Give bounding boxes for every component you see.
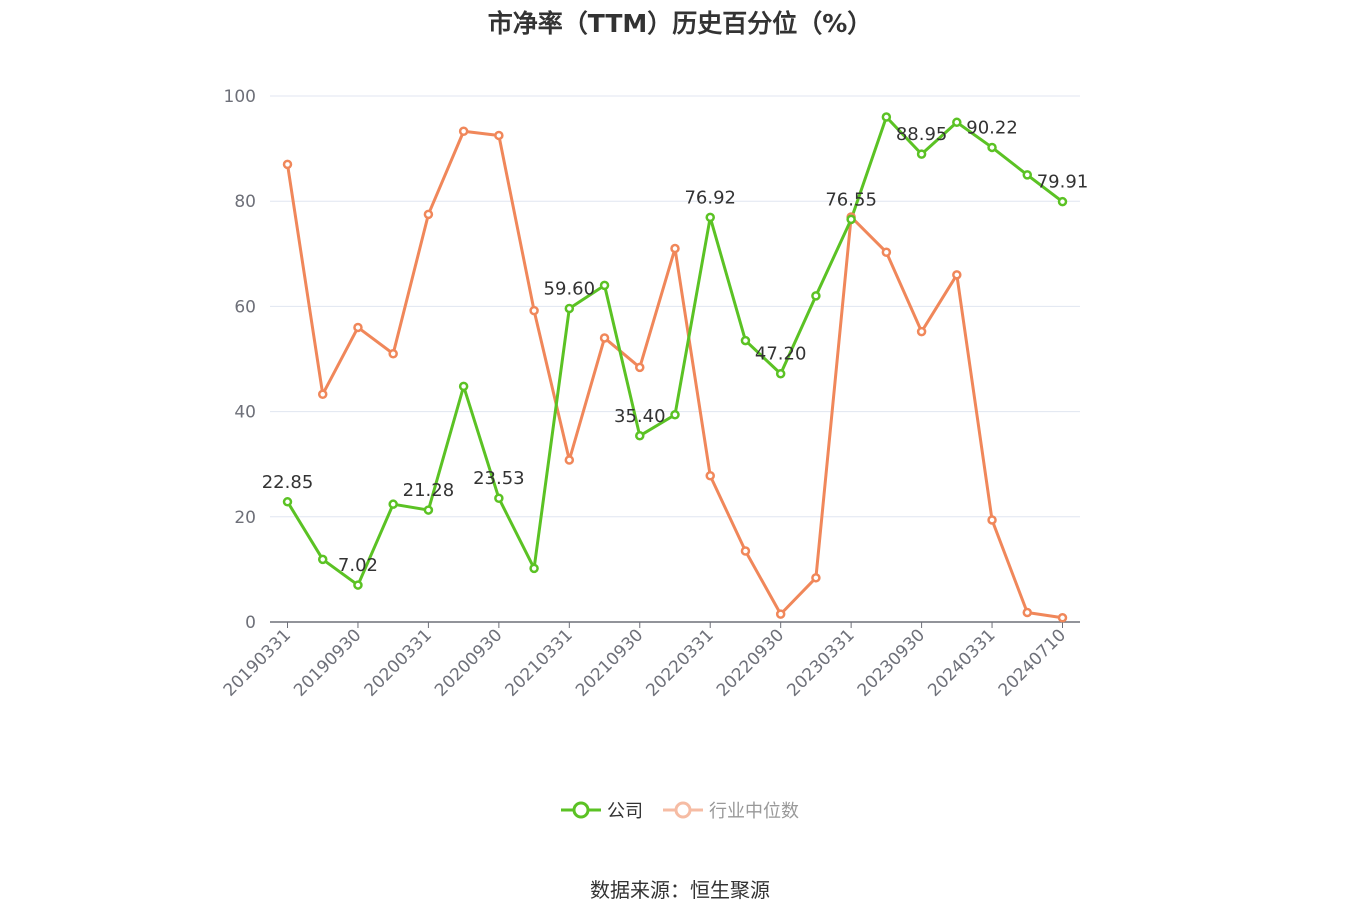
legend-industry-label: 行业中位数 <box>709 801 799 822</box>
data-point-0-13 <box>740 335 751 346</box>
series-line-1 <box>286 129 1063 620</box>
data-point-0-16 <box>846 214 856 225</box>
data-point-1-18 <box>916 326 927 337</box>
data-point-1-21 <box>1022 607 1033 618</box>
data-label-22: 79.91 <box>1037 172 1089 193</box>
data-point-1-2 <box>353 322 363 333</box>
x-tick-label-20240710: 20240710 <box>995 625 1070 700</box>
legend-company-circle <box>572 801 590 819</box>
data-point-0-1 <box>317 554 328 565</box>
data-point-1-13 <box>740 546 751 556</box>
data-label-12: 76.92 <box>684 187 736 208</box>
legend-item-industry-median[interactable]: 行业中位数 <box>663 797 799 823</box>
y-tick-label-100: 100 <box>224 87 256 107</box>
data-point-1-12 <box>705 471 715 481</box>
data-point-0-9 <box>599 280 610 291</box>
data-point-0-12 <box>705 212 715 223</box>
data-label-18: 88.95 <box>896 124 948 145</box>
y-tick-label-20: 20 <box>234 508 256 528</box>
x-tick-label-20220930: 20220930 <box>713 625 788 700</box>
data-point-1-17 <box>881 247 892 257</box>
data-point-0-5 <box>458 381 469 392</box>
data-label-10: 35.40 <box>614 406 666 427</box>
data-point-1-9 <box>599 333 610 343</box>
data-point-1-20 <box>987 515 997 525</box>
x-tick-label-20200930: 20200930 <box>431 625 506 700</box>
data-point-0-14 <box>775 368 786 379</box>
legend-item-company[interactable]: 公司 <box>561 797 643 823</box>
data-point-0-18 <box>916 149 927 159</box>
data-point-1-1 <box>317 389 328 399</box>
data-point-0-22 <box>1057 196 1068 207</box>
x-tick-label-20230930: 20230930 <box>854 625 929 700</box>
data-point-0-11 <box>670 410 680 420</box>
line-chart: 0 20 40 60 80 100 2019033120190930202003312020… <box>220 87 1089 701</box>
x-tick-label-20190930: 20190930 <box>290 625 365 700</box>
y-tick-label-0: 0 <box>245 613 256 633</box>
data-point-0-20 <box>987 142 997 153</box>
data-label-8: 59.60 <box>544 279 596 300</box>
data-label-16: 76.55 <box>825 189 877 210</box>
data-point-0-2 <box>353 580 363 590</box>
data-label-2: 7.02 <box>338 555 378 576</box>
data-point-1-10 <box>635 362 645 373</box>
data-point-1-3 <box>388 348 398 359</box>
data-label-4: 21.28 <box>403 480 455 501</box>
data-point-1-14 <box>775 609 786 619</box>
series-line-0 <box>286 115 1064 587</box>
data-point-0-4 <box>423 505 434 515</box>
y-tick-label-80: 80 <box>234 192 256 212</box>
series-points <box>282 112 1068 623</box>
data-point-0-0 <box>282 497 293 507</box>
legend-industry-circle <box>674 801 692 819</box>
data-point-1-0 <box>282 159 293 170</box>
data-point-1-7 <box>529 305 539 316</box>
data-source: 数据来源：恒生聚源 <box>590 878 770 902</box>
data-point-1-11 <box>670 243 680 254</box>
data-point-0-7 <box>529 563 539 574</box>
data-label-0: 22.85 <box>262 472 314 493</box>
chart-title: 市净率（TTM）历史百分位（%） <box>487 9 873 38</box>
x-tick-label-20230331: 20230331 <box>783 625 858 700</box>
x-tick-label-20190331: 20190331 <box>220 625 295 700</box>
data-labels: 22.85 7.02 21.28 23.53 59.60 35.40 76.92 47.20 7… <box>262 117 1089 576</box>
y-tick-label-40: 40 <box>234 403 256 423</box>
grid-lines <box>270 95 1080 518</box>
data-point-1-5 <box>458 126 469 136</box>
data-point-1-8 <box>564 455 575 465</box>
data-point-0-8 <box>564 303 575 314</box>
data-label-14: 47.20 <box>755 344 807 365</box>
legend-company-marker-icon <box>561 801 601 819</box>
data-label-20: 90.22 <box>966 117 1018 138</box>
data-point-1-6 <box>494 130 504 141</box>
data-label-6: 23.53 <box>473 468 525 489</box>
legend: 公司 行业中位数 <box>0 797 1360 823</box>
data-point-1-22 <box>1057 613 1068 623</box>
axes: 0 20 40 60 80 100 2019033120190930202003312020… <box>220 87 1080 701</box>
x-tick-label-20210930: 20210930 <box>572 625 647 700</box>
data-point-0-10 <box>635 431 645 441</box>
data-point-0-17 <box>881 112 892 122</box>
data-point-0-19 <box>952 117 962 128</box>
data-point-0-15 <box>811 291 821 301</box>
data-point-0-6 <box>494 493 504 503</box>
legend-industry-marker-icon <box>663 801 703 819</box>
series-lines <box>286 115 1064 620</box>
x-tick-label-20220331: 20220331 <box>642 625 717 700</box>
x-tick-label-20240331: 20240331 <box>924 625 999 700</box>
data-point-1-19 <box>952 270 962 280</box>
x-tick-label-20210331: 20210331 <box>502 625 577 700</box>
data-point-0-21 <box>1022 170 1033 180</box>
x-tick-label-20200331: 20200331 <box>361 625 436 700</box>
data-point-1-15 <box>811 573 821 583</box>
y-tick-label-60: 60 <box>234 297 256 317</box>
data-point-0-3 <box>388 499 398 509</box>
legend-company-label: 公司 <box>607 801 643 822</box>
data-point-1-4 <box>423 209 434 220</box>
